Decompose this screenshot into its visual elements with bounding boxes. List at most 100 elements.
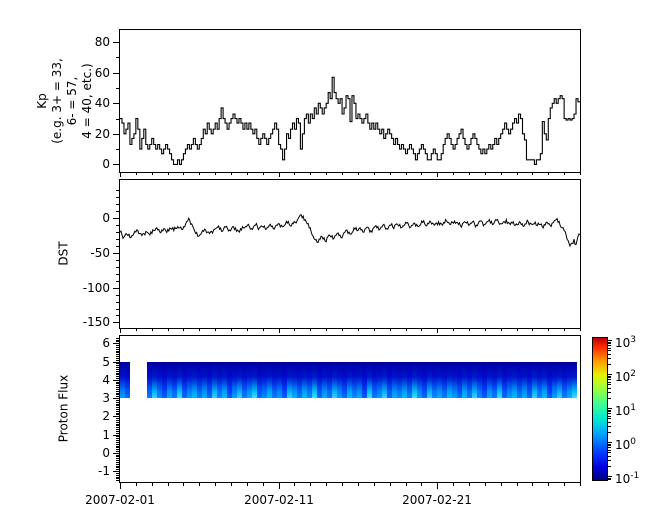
proton-flux-column [567, 361, 572, 399]
proton-flux-column [242, 361, 247, 399]
y-minor-tick [116, 363, 119, 364]
y-minor-tick [116, 367, 119, 368]
proton-flux-column [552, 361, 557, 399]
proton-flux-column [537, 361, 542, 399]
colorbar-minor-tick [608, 358, 611, 359]
x-minor-tick [501, 329, 502, 331]
x-minor-tick [406, 329, 407, 331]
y-minor-tick [116, 393, 119, 394]
colorbar-minor-tick [608, 384, 611, 385]
proton-flux-column [572, 361, 577, 399]
colorbar-minor-tick [608, 398, 611, 399]
proton-flux-column [547, 361, 552, 399]
proton-flux-column [527, 361, 532, 399]
y-major-tick [113, 398, 119, 399]
colorbar-minor-tick [608, 354, 611, 355]
colorbar-tick-label: 100 [615, 437, 637, 452]
y-minor-tick [116, 374, 119, 375]
y-minor-tick [116, 309, 119, 310]
y-minor-tick [116, 349, 119, 350]
proton-flux-column [502, 361, 507, 399]
proton-flux-column [482, 361, 487, 399]
y-major-tick [113, 253, 119, 254]
proton-flux-column [197, 361, 202, 399]
y-minor-tick [116, 418, 119, 419]
x-minor-tick [358, 329, 359, 331]
x-minor-tick [532, 329, 533, 331]
colorbar-major-tick [608, 374, 612, 375]
y-minor-tick [116, 341, 119, 342]
proton-flux-column [342, 361, 347, 399]
x-minor-tick [215, 483, 216, 486]
proton-flux-column [402, 361, 407, 399]
x-minor-tick [580, 173, 581, 175]
kp-line [120, 76, 580, 165]
y-minor-tick [116, 414, 119, 415]
y-minor-tick [116, 394, 119, 395]
proton-flux-column [472, 361, 477, 399]
colorbar-minor-tick [608, 445, 611, 446]
x-minor-tick [374, 329, 375, 331]
proton-flux-column [125, 361, 130, 399]
x-minor-tick [294, 173, 295, 175]
y-minor-tick [116, 431, 119, 432]
proton-flux-column [427, 361, 432, 399]
x-minor-tick [263, 173, 264, 175]
y-minor-tick [116, 358, 119, 359]
colorbar-tick-label: 101 [615, 403, 637, 418]
x-minor-tick [310, 329, 311, 331]
y-tick-label: 6 [102, 336, 110, 350]
proton-flux-column [172, 361, 177, 399]
x-minor-tick [263, 329, 264, 331]
x-minor-tick [199, 483, 200, 486]
y-minor-tick [116, 407, 119, 408]
y-minor-tick [116, 405, 119, 406]
x-minor-tick [231, 173, 232, 175]
colorbar-minor-tick [608, 364, 611, 365]
x-major-tick [437, 329, 438, 333]
y-tick-label: 60 [94, 66, 110, 80]
x-minor-tick [183, 173, 184, 175]
y-minor-tick [116, 420, 119, 421]
y-minor-tick [116, 267, 119, 268]
y-minor-tick [116, 149, 119, 150]
x-minor-tick [469, 483, 470, 486]
x-minor-tick [215, 329, 216, 331]
y-minor-tick [116, 225, 119, 226]
proton-flux-column [167, 361, 172, 399]
y-tick-label: 5 [102, 355, 110, 369]
dst-line [120, 214, 580, 248]
x-minor-tick [501, 173, 502, 175]
y-major-tick [113, 134, 119, 135]
colorbar-minor-tick [608, 466, 611, 467]
proton-flux-column [372, 361, 377, 399]
x-minor-tick [263, 483, 264, 486]
colorbar-minor-tick [608, 460, 611, 461]
proton-flux-column [452, 361, 457, 399]
colorbar-minor-tick [608, 422, 611, 423]
proton-flux-column [507, 361, 512, 399]
x-minor-tick [390, 483, 391, 486]
y-minor-tick [116, 467, 119, 468]
y-minor-tick [116, 302, 119, 303]
proton-flux-column [247, 361, 252, 399]
x-minor-tick [469, 173, 470, 175]
y-tick-label: 20 [94, 127, 110, 141]
proton-flux-column [262, 361, 267, 399]
x-minor-tick [580, 483, 581, 486]
x-major-tick [120, 483, 121, 489]
x-minor-tick [168, 329, 169, 331]
y-tick-label: -50 [90, 246, 110, 260]
y-major-tick [113, 416, 119, 417]
proton-flux-column [397, 361, 402, 399]
proton-flux-column [367, 361, 372, 399]
y-minor-tick [116, 402, 119, 403]
x-minor-tick [421, 329, 422, 331]
dst-panel [119, 179, 581, 329]
y-tick-label: 4 [102, 373, 110, 387]
y-minor-tick [116, 458, 119, 459]
x-minor-tick [199, 329, 200, 331]
proton-flux-column [337, 361, 342, 399]
y-minor-tick [116, 425, 119, 426]
proton-flux-column [297, 361, 302, 399]
